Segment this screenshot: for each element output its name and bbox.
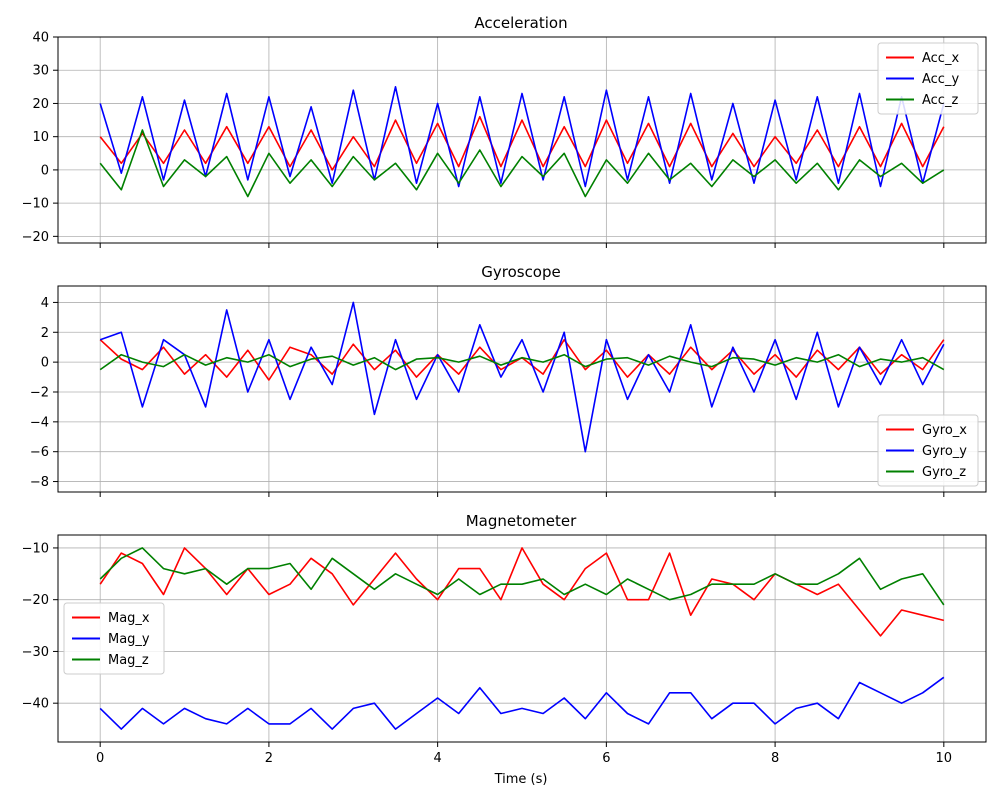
series-line-acc-z [99, 129, 945, 198]
series-line-mag-x [99, 547, 944, 637]
gyroscope-lines [99, 301, 945, 453]
magnetometer-y-tick-label: −20 [22, 593, 49, 608]
series-line-gyro-x [99, 338, 945, 381]
series-line-mag-z [99, 547, 945, 606]
series-line-mag-y [99, 676, 945, 730]
acceleration-grid [58, 36, 986, 243]
magnetometer-legend-box [63, 602, 165, 675]
gyroscope-y-tick-label: −8 [30, 475, 49, 490]
gyroscope-y-tick-label: −2 [30, 385, 49, 400]
magnetometer-y-tick-label: −30 [22, 645, 49, 660]
x-axis-label: Time (s) [494, 772, 548, 787]
legend-label-gyro-y: Gyro_y [922, 444, 967, 459]
series-line-gyro-z [99, 353, 945, 371]
legend-label-mag-z: Mag_z [108, 653, 149, 668]
acceleration-y-tick-label: 10 [32, 130, 49, 145]
magnetometer-legend: Mag_x Mag_y Mag_z [63, 602, 165, 675]
gyroscope-grid [58, 286, 986, 492]
series-line-acc-x [99, 115, 945, 171]
magnetometer-x-ticks: 0 2 4 6 8 10 [96, 742, 952, 766]
gyroscope-y-tick-label: 0 [41, 356, 49, 371]
series-line-acc-y [99, 86, 945, 188]
legend-label-mag-x: Mag_x [108, 611, 150, 626]
magnetometer-x-tick-label: 8 [771, 751, 779, 766]
gyroscope-y-tick-label: −6 [30, 445, 49, 460]
acceleration-legend-box [877, 42, 979, 115]
magnetometer-title: Magnetometer [466, 512, 577, 530]
acceleration-y-tick-label: −20 [22, 230, 49, 245]
legend-label-mag-y: Mag_y [108, 632, 150, 647]
series-line-gyro-y [99, 301, 945, 453]
gyroscope-y-tick-label: 2 [41, 326, 49, 341]
magnetometer-y-tick-label: −10 [22, 541, 49, 556]
gyroscope-x-ticks [99, 492, 945, 497]
magnetometer-x-tick-label: 4 [433, 751, 441, 766]
subplot-magnetometer: Magnetometer −40−30−20−10 0 2 4 6 8 10 Mag_xM… [22, 512, 987, 766]
subplot-gyroscope: Gyroscope −8 −6 −4 −2 0 2 4 Gyro_x Gyro_y Gyro_z [30, 263, 987, 497]
magnetometer-grid [58, 535, 986, 742]
gyroscope-plot-frame [57, 285, 987, 493]
legend-label-acc-z: Acc_z [922, 93, 958, 108]
magnetometer-y-ticks: −40 −30 −20 −10 [22, 541, 58, 712]
acceleration-y-tick-label: 0 [41, 163, 49, 178]
gyroscope-y-tick-label: −4 [30, 415, 49, 430]
acceleration-x-ticks [99, 243, 945, 248]
magnetometer-y-tick-label: −40 [22, 697, 49, 712]
magnetometer-x-tick-label: 2 [265, 751, 273, 766]
legend-label-gyro-x: Gyro_x [922, 423, 967, 438]
gyroscope-legend-box [877, 414, 979, 487]
acceleration-y-tick-label: −10 [22, 197, 49, 212]
magnetometer-x-tick-label: 6 [602, 751, 610, 766]
gyroscope-title: Gyroscope [481, 263, 561, 281]
magnetometer-plot-frame [57, 534, 987, 743]
gyroscope-y-ticks: −8 −6 −4 −2 0 2 4 [30, 296, 58, 490]
magnetometer-x-tick-label: 10 [936, 751, 953, 766]
acceleration-y-tick-label: 40 [32, 31, 49, 46]
gyroscope-legend: Gyro_x Gyro_y Gyro_z [877, 414, 979, 487]
legend-label-acc-x: Acc_x [922, 51, 959, 66]
gyroscope-y-tick-label: 4 [41, 296, 49, 311]
acceleration-legend: Acc_x Acc_y Acc_z [877, 42, 979, 115]
legend-label-acc-y: Acc_y [922, 72, 959, 87]
acceleration-y-ticks: −20 −10 0 10 20 30 40 [22, 31, 58, 245]
acceleration-lines [99, 86, 945, 198]
acceleration-y-tick-label: 30 [32, 64, 49, 79]
magnetometer-x-tick-label: 0 [96, 751, 104, 766]
legend-label-gyro-z: Gyro_z [922, 465, 966, 480]
magnetometer-lines [99, 547, 945, 730]
acceleration-plot-frame [57, 36, 987, 244]
acceleration-title: Acceleration [474, 14, 567, 32]
acceleration-y-tick-label: 20 [32, 97, 49, 112]
